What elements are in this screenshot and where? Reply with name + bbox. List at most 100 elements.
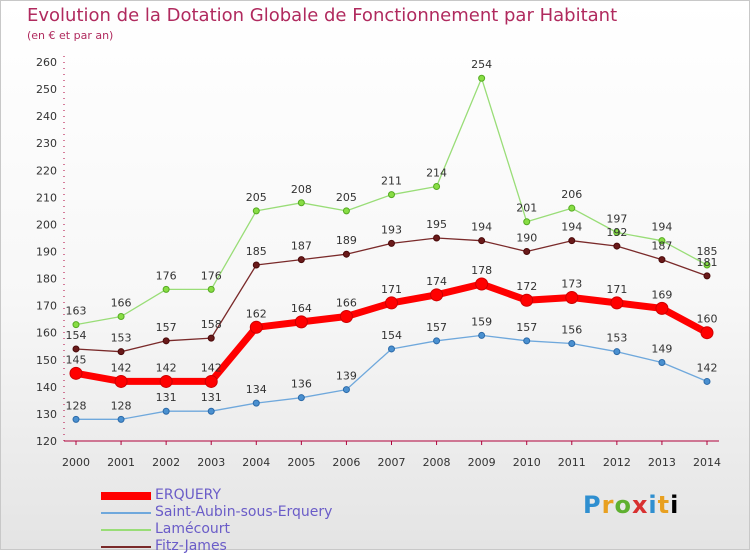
data-label: 154: [66, 329, 87, 342]
data-point: [342, 250, 350, 258]
data-label: 159: [471, 315, 492, 328]
data-point: [252, 399, 260, 407]
data-point: [339, 309, 353, 323]
x-tick-label: 2000: [62, 456, 90, 469]
legend-label: Fitz-James: [155, 538, 227, 554]
data-label: 142: [697, 361, 718, 374]
data-label: 136: [291, 378, 312, 391]
data-point: [520, 293, 534, 307]
data-label: 211: [381, 175, 402, 188]
data-label: 194: [561, 221, 582, 234]
data-label: 178: [471, 264, 492, 277]
data-label: 205: [246, 191, 267, 204]
data-point: [72, 415, 80, 423]
data-label: 128: [66, 399, 87, 412]
data-point: [385, 296, 398, 310]
data-point: [523, 337, 531, 345]
data-label: 163: [66, 305, 87, 318]
data-point: [523, 248, 531, 255]
data-point: [117, 415, 125, 423]
data-point: [478, 237, 486, 245]
legend-label: Saint-Aubin-sous-Erquery: [155, 504, 333, 520]
y-tick-label: 260: [36, 56, 57, 69]
data-point: [658, 237, 666, 245]
data-point: [703, 272, 711, 280]
data-label: 139: [336, 370, 357, 383]
data-point: [207, 407, 215, 415]
data-label: 171: [606, 283, 627, 296]
logo-letter: t: [657, 491, 671, 519]
logo-letter: P: [583, 491, 602, 519]
data-point: [249, 320, 263, 334]
data-label: 197: [606, 213, 627, 226]
data-point: [69, 366, 83, 380]
x-tick-label: 2013: [648, 456, 676, 469]
data-point: [297, 199, 305, 207]
data-point: [72, 345, 80, 353]
y-tick-label: 120: [36, 435, 57, 448]
data-point: [568, 340, 576, 348]
y-tick-label: 250: [36, 83, 57, 96]
data-label: 157: [426, 321, 447, 334]
legend-label: ERQUERY: [155, 487, 222, 503]
data-label: 131: [156, 391, 177, 404]
data-point: [658, 358, 666, 366]
y-tick-label: 190: [36, 246, 57, 259]
data-label: 192: [606, 226, 627, 239]
data-point: [655, 301, 669, 315]
data-point: [478, 74, 486, 82]
y-tick-label: 220: [36, 164, 57, 177]
data-label: 149: [651, 342, 672, 355]
legend-swatch: [101, 512, 151, 514]
x-tick-label: 2002: [152, 456, 180, 469]
data-label: 194: [471, 221, 492, 234]
data-label: 171: [381, 283, 402, 296]
logo-letter: o: [614, 491, 632, 519]
data-point: [565, 291, 579, 305]
proxiti-logo: Proxiti: [583, 491, 679, 519]
data-label: 128: [111, 399, 132, 412]
data-point: [342, 386, 350, 394]
data-point: [388, 345, 395, 353]
data-point: [433, 183, 441, 191]
data-label: 190: [516, 232, 537, 245]
data-label: 160: [697, 313, 718, 326]
data-label: 157: [516, 321, 537, 334]
data-label: 172: [516, 280, 537, 293]
data-label: 142: [156, 361, 177, 374]
data-label: 185: [697, 245, 718, 258]
data-point: [207, 285, 215, 293]
data-point: [162, 407, 170, 415]
data-label: 208: [291, 183, 312, 196]
x-tick-label: 2007: [378, 456, 406, 469]
data-point: [159, 374, 173, 388]
data-label: 142: [111, 361, 132, 374]
data-label: 187: [651, 240, 672, 253]
legend-label: Lamécourt: [155, 521, 231, 537]
data-label: 154: [381, 329, 402, 342]
data-point: [294, 315, 308, 329]
y-tick-label: 180: [36, 273, 57, 286]
logo-letter: r: [601, 491, 615, 519]
y-tick-label: 230: [36, 137, 57, 150]
legend-swatch: [101, 492, 151, 500]
x-tick-label: 2006: [332, 456, 360, 469]
data-label: 185: [246, 245, 267, 258]
y-tick-label: 160: [36, 327, 57, 340]
data-point: [703, 377, 711, 385]
y-tick-label: 140: [36, 381, 57, 394]
data-label: 166: [336, 296, 357, 309]
legend-swatch: [101, 546, 151, 548]
data-point: [703, 261, 711, 269]
data-point: [658, 256, 666, 264]
data-label: 157: [156, 321, 177, 334]
data-label: 162: [246, 307, 267, 320]
y-tick-label: 130: [36, 408, 57, 421]
data-label: 176: [201, 269, 222, 282]
x-tick-label: 2014: [693, 456, 721, 469]
data-point: [568, 237, 576, 245]
data-point: [72, 321, 80, 329]
data-label: 169: [651, 288, 672, 301]
data-point: [252, 261, 260, 269]
x-tick-label: 2008: [423, 456, 451, 469]
